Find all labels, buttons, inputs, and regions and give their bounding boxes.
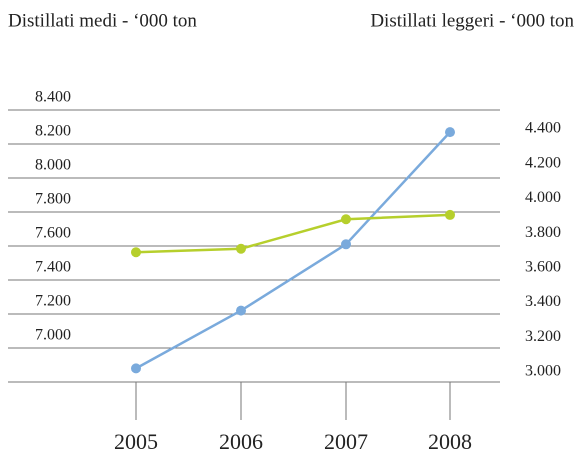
series-point <box>236 243 246 254</box>
series-point <box>341 239 351 250</box>
right-title: Distillati leggeri - ‘000 ton <box>370 10 574 31</box>
y-tick-label: 7.400 <box>35 259 71 276</box>
y-tick-label: 8.200 <box>35 123 71 140</box>
y-tick-label: 8.400 <box>35 89 71 106</box>
x-tick-label: 2005 <box>114 429 158 454</box>
y-tick-label: 8.000 <box>35 157 71 174</box>
y2-tick-label: 4.400 <box>525 120 561 137</box>
y2-tick-label: 3.600 <box>525 259 561 276</box>
series-point <box>131 247 141 258</box>
y2-tick-label: 4.000 <box>525 189 561 206</box>
series-point <box>236 305 246 316</box>
y2-tick-label: 4.200 <box>525 154 561 171</box>
y2-tick-label: 3.400 <box>525 293 561 310</box>
series-point <box>341 214 351 225</box>
y2-tick-label: 3.800 <box>525 224 561 241</box>
series-line <box>135 213 451 254</box>
series-point <box>445 127 455 138</box>
y-tick-label: 7.000 <box>35 327 71 344</box>
y-tick-label: 7.800 <box>35 191 71 208</box>
series-line <box>135 131 451 370</box>
x-tick-label: 2007 <box>324 429 368 454</box>
x-tick-label: 2008 <box>428 429 472 454</box>
y-tick-label: 7.600 <box>35 225 71 242</box>
series-point <box>445 209 455 220</box>
x-tick-label: 2006 <box>219 429 263 454</box>
y-tick-label: 7.200 <box>35 293 71 310</box>
y2-tick-label: 3.000 <box>525 363 561 380</box>
y2-tick-label: 3.200 <box>525 328 561 345</box>
series-point <box>131 363 141 374</box>
left-title: Distillati medi - ‘000 ton <box>8 10 197 31</box>
